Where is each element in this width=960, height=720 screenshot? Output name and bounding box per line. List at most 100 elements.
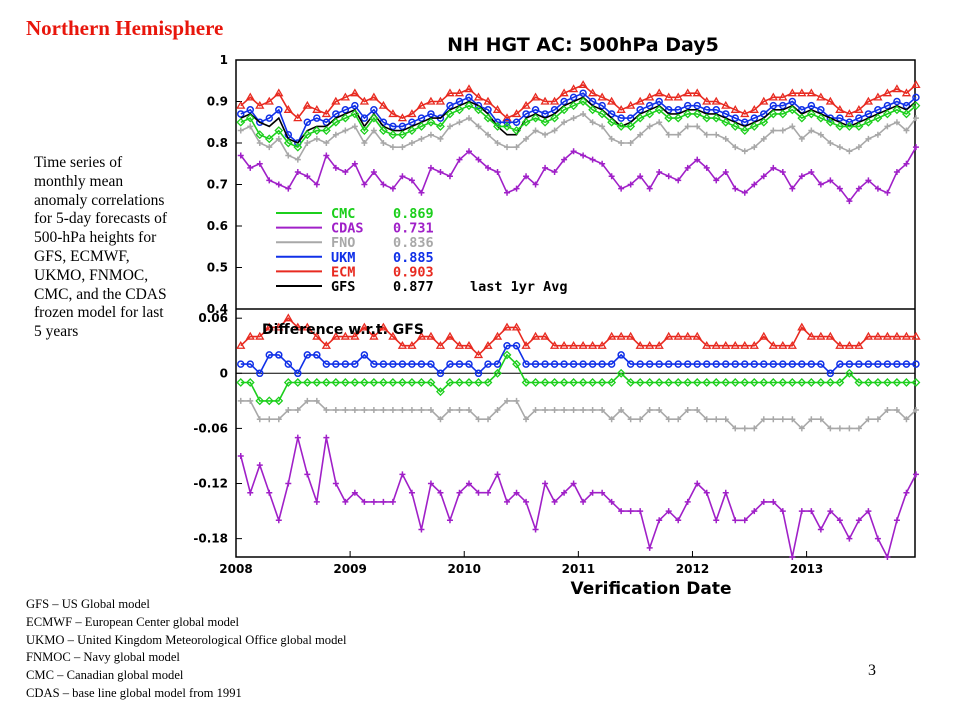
data-point [570, 407, 577, 414]
data-point [294, 407, 301, 414]
x-tick-label: 2011 [562, 562, 595, 576]
data-point [475, 156, 482, 163]
data-point [730, 105, 740, 113]
data-point [494, 407, 501, 414]
data-point [378, 378, 388, 387]
data-point [399, 144, 406, 151]
legend-series-value: 0.885 [393, 250, 434, 266]
y-tick-label: 1 [220, 53, 228, 67]
data-point [664, 331, 674, 340]
data-point [635, 113, 645, 123]
data-point [844, 109, 855, 118]
data-point [436, 369, 445, 378]
data-point [768, 92, 778, 101]
data-point [570, 115, 577, 122]
data-point [645, 340, 655, 349]
data-point [768, 378, 778, 387]
data-point [626, 121, 636, 131]
data-point [332, 110, 340, 118]
data-point [265, 351, 274, 359]
data-point [779, 101, 787, 110]
data-point [569, 101, 579, 111]
data-point [684, 498, 691, 505]
data-point [493, 121, 502, 131]
data-point [608, 173, 615, 180]
data-point [787, 88, 797, 97]
data-point [380, 181, 387, 188]
data-point [787, 340, 797, 349]
data-point [683, 88, 693, 97]
data-point [730, 378, 740, 387]
data-point [532, 181, 539, 188]
data-point [863, 331, 874, 340]
data-point [902, 360, 911, 368]
data-point [874, 131, 881, 138]
data-point [570, 148, 577, 155]
data-point [675, 517, 682, 524]
data-point [531, 360, 540, 368]
data-point [370, 407, 377, 414]
data-point [485, 131, 492, 138]
data-point [426, 331, 436, 340]
data-point [797, 322, 807, 331]
data-point [388, 109, 398, 118]
data-point [436, 121, 445, 131]
data-point [607, 360, 616, 368]
data-point [901, 88, 912, 97]
data-point [255, 100, 265, 109]
data-point [825, 378, 835, 387]
data-point [283, 105, 293, 113]
legend-series-name: CMC [331, 206, 355, 222]
data-point [302, 130, 312, 140]
data-point [580, 152, 587, 159]
data-point [665, 131, 672, 138]
data-point [530, 331, 541, 340]
data-point [255, 331, 265, 340]
data-point [787, 105, 797, 115]
data-point [770, 127, 777, 134]
data-point [340, 331, 350, 340]
data-point [675, 416, 682, 423]
data-point [711, 96, 721, 105]
data-point [523, 498, 530, 505]
data-point [806, 378, 816, 387]
data-point [342, 407, 349, 414]
data-point [474, 105, 483, 115]
data-point [911, 80, 921, 89]
data-point [542, 164, 549, 171]
data-point [521, 100, 531, 109]
data-point [275, 181, 282, 188]
model-legend-item: CMC – Canadian global model [26, 668, 184, 683]
data-point [797, 378, 807, 387]
data-point [474, 378, 483, 387]
data-point [550, 378, 559, 387]
data-point [532, 526, 539, 533]
top-series-line-ukm [240, 92, 917, 145]
data-point [607, 110, 616, 118]
data-point [912, 360, 920, 368]
data-point [360, 351, 369, 359]
data-point [656, 119, 663, 126]
data-point [389, 360, 397, 368]
data-point [407, 126, 417, 135]
data-point [256, 118, 264, 126]
data-point [398, 130, 407, 140]
data-point [560, 97, 568, 106]
data-point [779, 169, 786, 176]
data-point [787, 378, 797, 387]
data-point [504, 189, 511, 196]
data-point [559, 378, 569, 387]
x-tick-label: 2012 [676, 562, 709, 576]
data-point [494, 169, 501, 176]
data-point [465, 93, 473, 102]
data-point [721, 340, 731, 349]
data-point [370, 360, 378, 368]
x-axis-label: Verification Date [570, 579, 731, 599]
data-point [245, 378, 255, 387]
data-point [637, 508, 644, 515]
data-point [446, 101, 454, 110]
data-point [313, 498, 320, 505]
data-point [798, 173, 805, 180]
data-point [903, 489, 910, 496]
